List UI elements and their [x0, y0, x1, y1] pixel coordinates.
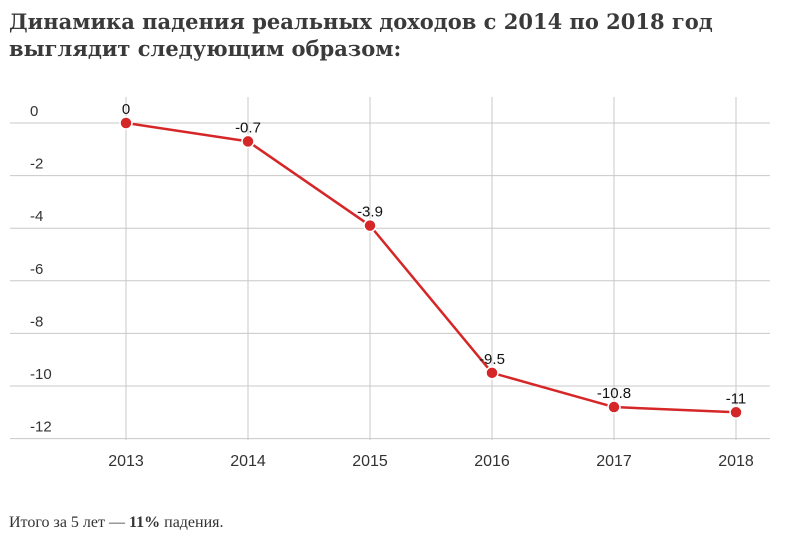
data-label: -9.5 — [479, 351, 505, 368]
data-label: -10.8 — [597, 385, 631, 402]
series-line — [125, 121, 737, 414]
y-tick-label: -6 — [30, 261, 43, 278]
y-tick-label: -4 — [30, 208, 43, 225]
x-tick-label: 2014 — [230, 453, 266, 470]
x-tick-label: 2018 — [718, 453, 754, 470]
page-heading: Динамика падения реальных доходов с 2014… — [9, 9, 713, 61]
data-label: -3.9 — [357, 204, 383, 221]
summary-highlight: 11% — [129, 514, 161, 531]
x-tick-label: 2015 — [352, 453, 388, 470]
summary-prefix: Итого за 5 лет — — [9, 514, 129, 531]
x-tick-label: 2017 — [596, 453, 632, 470]
summary-text: Итого за 5 лет — 11% падения. — [9, 514, 224, 532]
summary-suffix: падения. — [160, 514, 224, 531]
x-tick-label: 2013 — [108, 453, 144, 470]
data-label: -11 — [726, 390, 747, 407]
y-tick-label: -8 — [30, 313, 43, 330]
data-label: 0 — [122, 101, 130, 118]
data-point — [363, 218, 377, 233]
data-point — [729, 405, 743, 420]
x-tick-label: 2016 — [474, 453, 510, 470]
data-label: -0.7 — [235, 119, 261, 136]
data-point — [241, 134, 255, 149]
y-tick-label: -10 — [30, 366, 52, 383]
data-point — [119, 116, 133, 130]
y-tick-label: 0 — [30, 103, 38, 120]
y-tick-label: -12 — [30, 419, 52, 436]
data-point — [607, 400, 621, 414]
data-point — [485, 366, 499, 380]
y-tick-label: -2 — [30, 156, 43, 173]
